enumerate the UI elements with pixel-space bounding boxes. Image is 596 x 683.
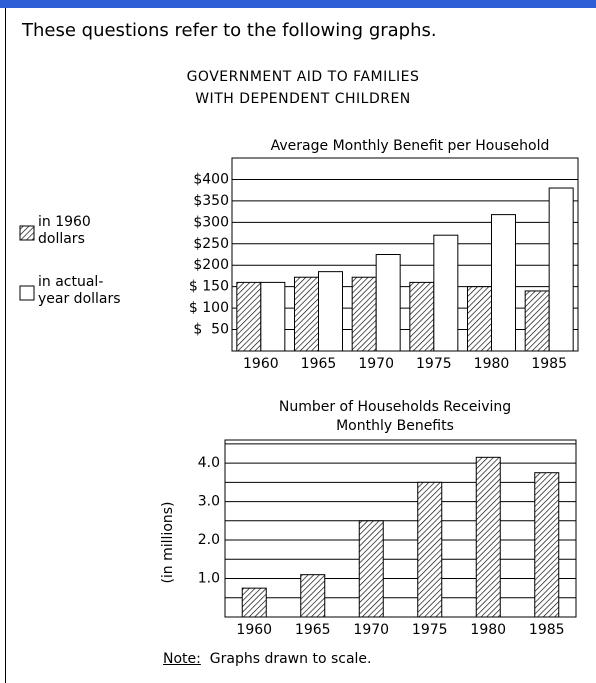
legend-label: in 1960 dollars	[38, 214, 91, 247]
y-tick-label: 3.0	[198, 494, 220, 510]
legend-label: in actual- year dollars	[38, 274, 121, 307]
y-tick-label: 1.0	[198, 571, 220, 587]
y-tick-label: $ 50	[193, 322, 229, 338]
y-tick-label: $300	[193, 214, 229, 230]
x-tick-label: 1975	[416, 356, 452, 372]
bar	[534, 472, 560, 618]
bar	[318, 271, 343, 352]
bar	[433, 234, 459, 352]
y-tick-label: $ 150	[189, 279, 229, 295]
x-tick-label: 1960	[243, 356, 279, 372]
note: Note: Graphs drawn to scale.	[163, 651, 371, 667]
x-tick-label: 1970	[358, 356, 394, 372]
bar	[236, 281, 262, 352]
heading: GOVERNMENT AID TO FAMILIES WITH DEPENDEN…	[186, 69, 420, 107]
y-tick-label: $350	[193, 193, 229, 209]
y-tick-label: 2.0	[198, 532, 220, 548]
chart-title: Average Monthly Benefit per Household	[271, 138, 550, 154]
x-tick-label: 1980	[474, 356, 510, 372]
x-tick-label: 1985	[531, 356, 567, 372]
bar	[241, 587, 267, 618]
intro: These questions refer to the following g…	[22, 20, 437, 41]
bar	[467, 286, 492, 352]
note-text: Graphs drawn to scale.	[209, 651, 372, 667]
bar	[417, 481, 443, 618]
x-tick-label: 1980	[470, 622, 506, 638]
bar	[358, 520, 384, 618]
y-tick-label: 4.0	[198, 455, 220, 471]
bar	[548, 187, 574, 352]
bar	[351, 276, 377, 352]
x-tick-label: 1975	[412, 622, 448, 638]
plot-frame	[224, 439, 577, 618]
y-tick-label: $200	[193, 257, 229, 273]
bar	[524, 290, 550, 352]
chart-title: Number of Households Receiving Monthly B…	[278, 399, 512, 434]
bar	[260, 281, 286, 352]
legend-swatch	[19, 225, 35, 241]
bar	[294, 276, 319, 352]
y-tick-label: $400	[193, 171, 229, 187]
y-tick-label: $ 100	[189, 300, 229, 316]
plot-frame	[231, 157, 579, 352]
legend-swatch	[19, 285, 35, 301]
x-tick-label: 1970	[353, 622, 389, 638]
x-tick-label: 1985	[529, 622, 565, 638]
x-tick-label: 1965	[301, 356, 337, 372]
x-tick-label: 1965	[295, 622, 331, 638]
bar	[475, 456, 501, 618]
bar	[409, 281, 435, 352]
note-label: Note:	[163, 651, 201, 667]
y-tick-label: $250	[193, 236, 229, 252]
bar	[375, 254, 401, 352]
bar	[491, 214, 516, 352]
x-tick-label: 1960	[236, 622, 272, 638]
y-axis-label: (in millions)	[160, 501, 176, 583]
title-bar	[0, 0, 596, 8]
bar	[300, 574, 326, 618]
